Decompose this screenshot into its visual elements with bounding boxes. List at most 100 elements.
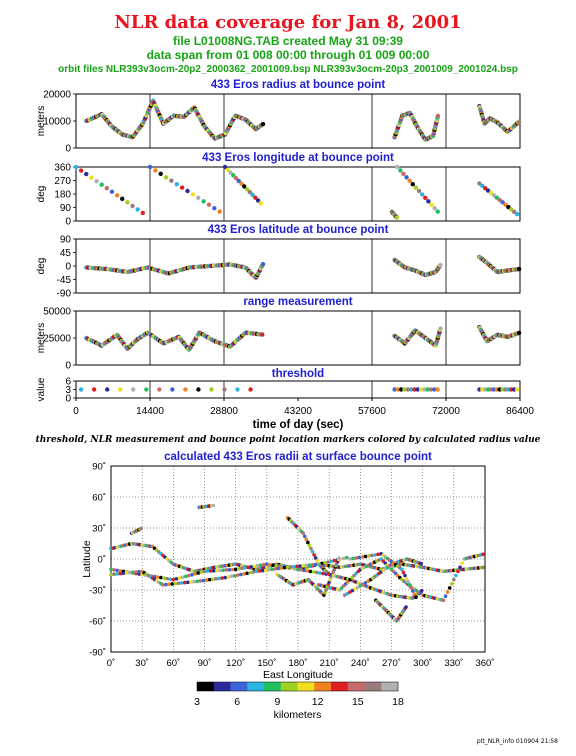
map-track-point xyxy=(414,595,418,600)
map-track-point xyxy=(235,573,240,577)
time-xtick-label: 0 xyxy=(73,406,79,417)
map-track-point xyxy=(366,554,371,558)
map-track-point xyxy=(233,567,238,572)
map-track-point xyxy=(305,569,310,573)
map-track-point xyxy=(311,570,316,574)
map-track-point xyxy=(118,569,123,573)
map-track-point xyxy=(161,583,165,587)
panel5-point xyxy=(428,387,434,392)
panel2-ytick-label: 90 xyxy=(60,203,72,214)
panel5-point xyxy=(422,387,427,392)
map-track-point xyxy=(173,581,178,586)
panel2-ytick-label: 270 xyxy=(54,176,71,187)
panel2-point xyxy=(185,188,190,194)
map-track-point xyxy=(443,594,448,598)
colorbar-swatch xyxy=(230,682,248,691)
map-track-point xyxy=(164,582,168,587)
panel1-ytick-label: 10000 xyxy=(43,117,71,128)
colorbar-swatch xyxy=(314,682,332,691)
map-track-point xyxy=(267,567,271,572)
map-track-point xyxy=(236,567,241,571)
panel2-point xyxy=(174,181,179,187)
map-track-point xyxy=(198,579,203,583)
map-track-point xyxy=(345,555,349,560)
map-xtick-label: 90˚ xyxy=(198,658,212,669)
colorbar-swatch xyxy=(347,682,365,691)
panel4-point xyxy=(516,330,522,336)
panel2-point xyxy=(410,181,415,187)
map-track-point xyxy=(360,555,365,559)
map-track-point xyxy=(232,573,237,578)
map-title: calculated 433 Eros radii at surface bou… xyxy=(164,451,432,463)
panel4-ylabel: meters xyxy=(36,323,47,354)
map-ylabel: Latitude xyxy=(81,540,93,578)
map-track-point xyxy=(223,575,228,580)
map-track-point xyxy=(226,575,231,579)
panel5-point xyxy=(435,387,440,392)
map-track-point xyxy=(348,590,352,594)
map-track-point xyxy=(115,568,120,573)
map-track-point xyxy=(179,581,184,585)
map-track-point xyxy=(276,566,281,571)
map-track-point xyxy=(268,562,272,567)
map-ytick-label: 0˚ xyxy=(98,555,106,566)
colorbar-tick-label: 15 xyxy=(352,696,364,708)
map-track-point xyxy=(419,561,423,566)
map-track-point xyxy=(112,572,116,576)
map-track-point xyxy=(329,559,334,564)
map-track-point xyxy=(109,572,113,577)
map-track-point xyxy=(351,556,355,561)
map-track-point xyxy=(124,571,129,575)
orbit-line: orbit files NLR393v3ocm-20p2_2000362_200… xyxy=(58,64,518,75)
map-track-point xyxy=(307,563,312,567)
panel2-point xyxy=(398,168,403,173)
map-track-point xyxy=(170,582,175,586)
map-track-point xyxy=(445,590,450,594)
map-xtick-label: 330˚ xyxy=(444,658,463,669)
map-track-point xyxy=(240,566,244,571)
map-track-point xyxy=(332,558,337,563)
map-track-point xyxy=(227,567,232,572)
panel5-point xyxy=(405,387,411,392)
map-track-point xyxy=(187,573,191,578)
map-track-point xyxy=(295,564,299,569)
time-xtick-label: 57600 xyxy=(358,406,386,417)
panel5-point xyxy=(402,387,407,392)
map-ytick-label: -60˚ xyxy=(89,617,106,628)
panel5-point xyxy=(399,387,404,392)
map-track-point xyxy=(176,581,181,586)
map-track-point xyxy=(307,543,312,548)
map-track-point xyxy=(454,573,458,578)
map-track-point xyxy=(407,583,412,587)
panel5-point xyxy=(425,387,430,392)
map-track-point xyxy=(184,574,188,579)
panel5-point xyxy=(78,387,84,392)
map-track-point xyxy=(229,574,234,579)
map-track-point xyxy=(171,577,176,582)
map-track-point xyxy=(195,579,200,584)
panel4-ytick-label: 0 xyxy=(65,361,71,372)
map-track-point xyxy=(159,575,163,580)
panel2-point xyxy=(196,195,201,201)
map-track-point xyxy=(182,580,187,585)
panel2-point xyxy=(242,184,247,189)
panel2-point xyxy=(426,199,431,204)
map-track-point xyxy=(251,570,256,574)
map-track-point xyxy=(112,568,116,572)
panel5-point xyxy=(209,387,214,392)
panel2-point xyxy=(258,201,264,206)
map-track-point xyxy=(221,568,225,572)
colorbar-swatch xyxy=(247,682,265,691)
map-track-point xyxy=(167,582,171,587)
colorbar-swatch xyxy=(297,682,315,691)
page-title: NLR data coverage for Jan 8, 2001 xyxy=(114,12,462,33)
map-track-point xyxy=(460,561,464,565)
map-track-point xyxy=(246,565,250,570)
map-track-point xyxy=(337,556,341,560)
map-xtick-label: 0˚ xyxy=(107,658,115,669)
panel3-ytick-label: -90 xyxy=(57,289,72,300)
panel2-point xyxy=(407,178,412,183)
panel2-point xyxy=(206,202,212,207)
panel2-point xyxy=(125,200,130,205)
